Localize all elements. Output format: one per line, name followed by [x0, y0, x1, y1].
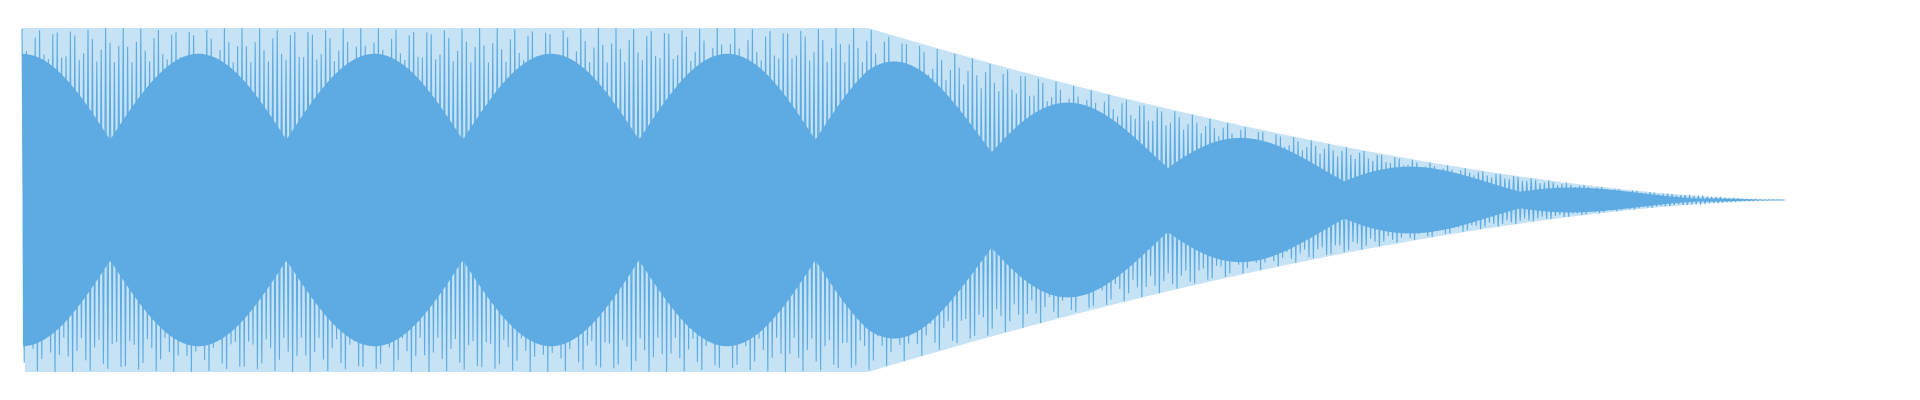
- waveform-core-fill: [22, 53, 1785, 347]
